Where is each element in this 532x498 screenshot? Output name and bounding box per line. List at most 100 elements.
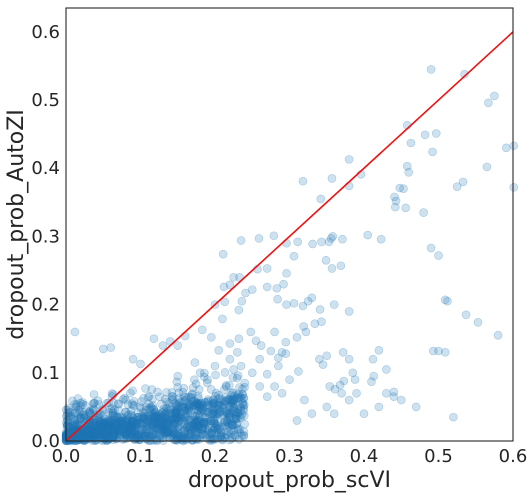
data-point (127, 431, 136, 441)
data-point (155, 429, 165, 438)
data-point (193, 417, 203, 427)
data-point (89, 426, 99, 435)
data-point (221, 393, 231, 402)
data-point (389, 392, 399, 401)
data-point (179, 412, 188, 421)
data-point (160, 427, 169, 437)
data-point (166, 405, 175, 415)
data-point (140, 431, 149, 441)
data-point (176, 413, 186, 423)
data-point (113, 419, 122, 429)
data-point (70, 420, 79, 430)
data-point (109, 432, 119, 441)
data-point (124, 422, 133, 432)
data-point (191, 404, 201, 414)
data-point (173, 382, 183, 392)
data-point (200, 397, 210, 407)
data-point (98, 426, 108, 436)
data-point (104, 408, 114, 417)
data-point (160, 427, 170, 436)
data-point (210, 418, 220, 428)
plot-frame (65, 7, 514, 442)
data-point (133, 431, 143, 440)
data-point (83, 427, 93, 437)
data-point (389, 387, 399, 397)
data-point (100, 425, 109, 435)
data-point (108, 427, 118, 437)
data-point (158, 407, 167, 417)
data-point (74, 435, 84, 445)
data-point (175, 407, 184, 417)
data-point (237, 410, 247, 419)
data-point (84, 425, 94, 434)
data-point (70, 426, 80, 436)
data-point (148, 428, 157, 438)
data-point (120, 416, 130, 426)
data-point (193, 418, 203, 428)
data-point (171, 412, 180, 422)
data-point (162, 427, 172, 437)
data-point (134, 431, 144, 441)
data-point (125, 420, 135, 429)
data-point (208, 405, 218, 414)
data-point (172, 406, 181, 415)
data-point (80, 425, 90, 434)
data-point (103, 425, 113, 434)
data-point (110, 420, 119, 430)
data-point (64, 423, 74, 433)
data-point (90, 425, 99, 435)
data-point (90, 398, 99, 408)
data-point (146, 402, 156, 412)
data-point (301, 327, 311, 337)
data-point (170, 409, 179, 418)
data-point (254, 234, 264, 243)
data-point (87, 433, 97, 443)
data-point (157, 425, 167, 435)
data-point (239, 411, 249, 421)
data-point (100, 428, 110, 437)
data-point (129, 420, 139, 430)
data-point (112, 425, 121, 434)
data-point (80, 426, 90, 436)
data-point (236, 361, 246, 371)
data-point (204, 400, 214, 410)
data-point (210, 402, 219, 411)
data-point (111, 424, 120, 434)
data-point (64, 428, 74, 438)
data-point (189, 423, 199, 433)
data-point (221, 381, 231, 390)
data-point (156, 410, 166, 420)
data-point (308, 239, 317, 249)
data-point (338, 348, 348, 357)
data-point (78, 427, 88, 437)
data-point (210, 414, 219, 424)
data-point (69, 420, 79, 430)
data-point (192, 400, 201, 410)
data-point (70, 400, 80, 409)
data-point (64, 431, 74, 441)
data-point (62, 422, 72, 432)
data-point (390, 202, 400, 212)
data-point (87, 425, 97, 435)
data-point (221, 406, 231, 416)
data-point (88, 431, 98, 441)
data-point (294, 367, 303, 376)
data-point (238, 384, 247, 394)
data-point (140, 414, 149, 424)
data-point (89, 398, 99, 408)
data-point (509, 183, 519, 192)
data-point (159, 412, 168, 421)
data-point (239, 394, 249, 403)
data-point (178, 401, 188, 411)
data-point (196, 403, 205, 412)
data-point (78, 409, 88, 419)
data-point (143, 415, 152, 424)
data-point (191, 419, 200, 428)
data-point (83, 427, 93, 437)
data-point (100, 430, 109, 440)
data-point (192, 421, 201, 430)
data-point (98, 433, 107, 443)
data-point (233, 425, 243, 435)
data-point (163, 418, 172, 428)
data-point (233, 408, 243, 417)
